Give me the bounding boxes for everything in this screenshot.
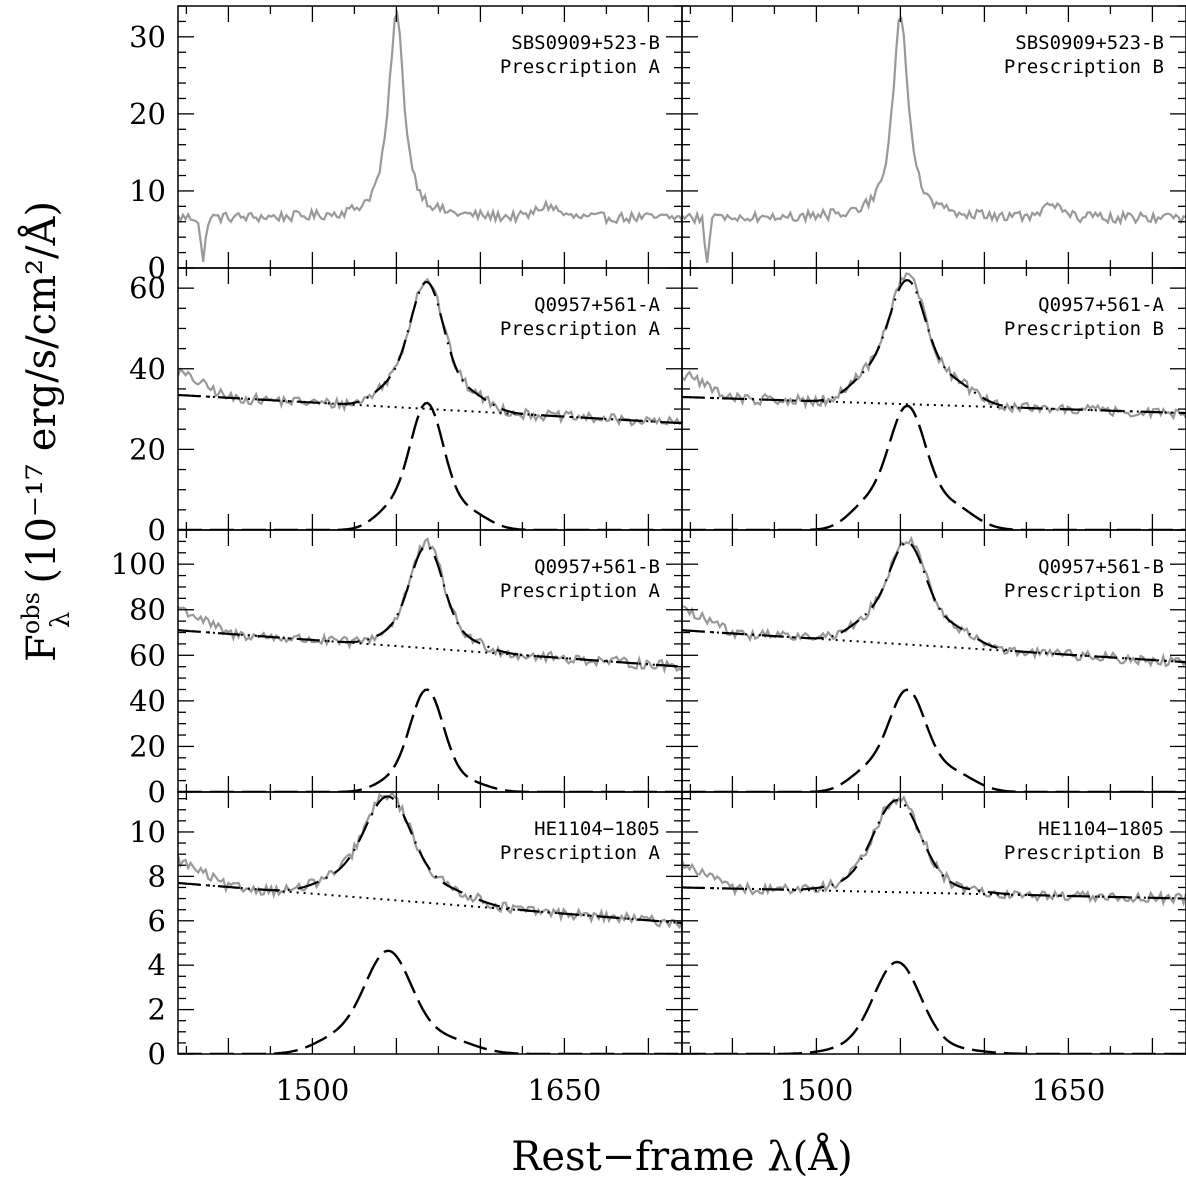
y-tick-label: 100 [111,547,166,581]
panel-object-label: SBS0909+523-B [511,32,660,54]
tick-marks [682,792,1186,1055]
y-tick-label: 80 [129,593,166,627]
plot-area [682,795,1186,1054]
y-axis-symbol: F [19,634,65,662]
tick-marks [682,267,1186,531]
tick-marks [178,5,682,269]
y-tick-label: 40 [129,684,166,718]
y-tick-label: 2 [148,993,166,1027]
tick-marks [178,792,682,1055]
line-component [682,404,1186,530]
panel-object-label: Q0957+561-B [534,556,660,578]
plot-area [682,272,1186,530]
tick-marks [178,267,682,531]
line-component [178,401,682,530]
y-axis-units: (10⁻¹⁷ erg/s/cm²/Å) [18,201,65,584]
total-model-line [178,795,682,925]
y-tick-label: 20 [129,432,166,466]
plot-area [178,10,682,262]
x-tick-label: 1650 [527,1073,601,1107]
y-tick-label: 40 [129,352,166,386]
panel-prescription-label: Prescription B [1004,56,1164,78]
svg-text:Fobsλ(10⁻¹⁷ erg/s/cm²/Å): Fobsλ (10⁻¹⁷ erg/s/cm²/Å) [17,201,76,662]
y-tick-label: 0 [148,251,166,285]
y-tick-label: 10 [129,815,166,849]
y-tick-label: 20 [129,97,166,131]
total-model-line [682,541,1186,664]
plot-area [682,535,1186,792]
y-tick-label: 6 [148,904,166,938]
plot-area [682,16,1186,263]
y-axis-symbol-sup: obs [17,592,45,634]
panel-frame [681,791,1186,1055]
line-component [682,688,1186,792]
panel-object-label: HE1104−1805 [534,818,660,840]
y-tick-label: 60 [129,271,166,305]
observed-spectrum-line [682,795,1186,908]
observed-spectrum-line [682,535,1186,668]
x-axis-title: Rest−frame λ(Å) [511,1133,852,1180]
total-model-line [178,544,682,668]
y-tick-label: 0 [148,513,166,547]
tick-marks [682,5,1186,269]
panel-object-label: Q0957+561-B [1038,556,1164,578]
observed-spectrum-line [178,10,682,262]
panel-object-label: Q0957+561-A [534,294,660,316]
total-model-line [682,799,1186,900]
panel-object-label: HE1104−1805 [1038,818,1164,840]
observed-spectrum-line [682,16,1186,263]
y-tick-label: 60 [129,638,166,672]
tick-marks [178,529,682,793]
y-tick-label: 0 [148,775,166,809]
y-tick-label: 8 [148,859,166,893]
y-axis-title: Fobsλ (10⁻¹⁷ erg/s/cm²/Å) [17,201,76,662]
line-component [682,960,1186,1054]
y-tick-label: 10 [129,174,166,208]
plot-area [178,536,682,792]
line-component [178,949,682,1054]
total-model-line [178,280,682,425]
y-axis-symbol-sub: λ [46,612,76,628]
y-tick-label: 30 [129,20,166,54]
panel-prescription-label: Prescription A [500,842,661,864]
panel-prescription-label: Prescription B [1004,842,1164,864]
panel-object-label: SBS0909+523-B [1015,32,1164,54]
panel-prescription-label: Prescription A [500,580,661,602]
plot-area [178,277,682,530]
x-tick-label: 1500 [779,1073,853,1107]
total-model-line [682,278,1186,415]
x-tick-label: 1650 [1031,1073,1105,1107]
line-component [178,688,682,792]
tick-marks [682,529,1186,793]
panel-prescription-label: Prescription B [1004,318,1164,340]
panel-prescription-label: Prescription A [500,56,661,78]
panel-prescription-label: Prescription A [500,318,661,340]
x-tick-label: 1500 [275,1073,349,1107]
y-tick-label: 4 [148,948,166,982]
panel-object-label: Q0957+561-A [1038,294,1164,316]
panel-prescription-label: Prescription B [1004,580,1164,602]
y-tick-label: 20 [129,729,166,763]
y-tick-label: 0 [148,1037,166,1071]
